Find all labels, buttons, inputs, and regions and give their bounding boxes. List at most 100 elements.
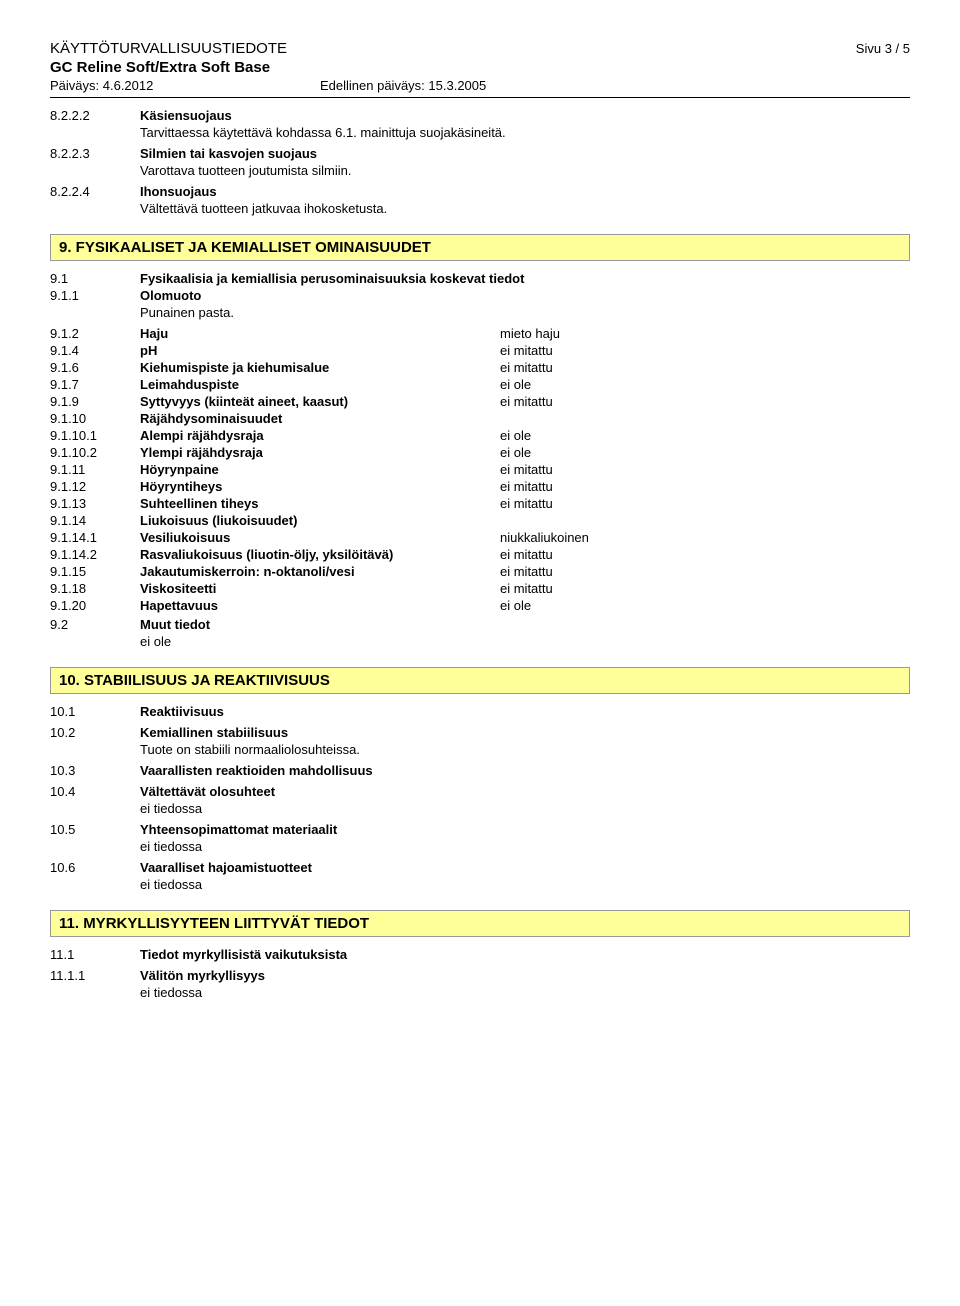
item-label: Vaaralliset hajoamistuotteet: [140, 860, 312, 875]
item-label: Vältettävät olosuhteet: [140, 784, 275, 799]
property-row: 9.1.14.1Vesiliukoisuusniukkaliukoinen: [50, 530, 910, 545]
item-text: ei tiedossa: [140, 877, 910, 892]
item-label: Yhteensopimattomat materiaalit: [140, 822, 337, 837]
property-row: 9.1.7Leimahduspisteei ole: [50, 377, 910, 392]
property-row: 9.1.12Höyryntiheysei mitattu: [50, 479, 910, 494]
item-label: Reaktiivisuus: [140, 704, 224, 719]
section-11-items: 11.1Tiedot myrkyllisistä vaikutuksista 11…: [50, 947, 910, 1000]
item-value: niukkaliukoinen: [500, 530, 910, 545]
item-value: ei ole: [500, 445, 910, 460]
item-value: ei mitattu: [500, 479, 910, 494]
item-value: ei ole: [500, 428, 910, 443]
item-value: ei ole: [500, 598, 910, 613]
item-label: Ihonsuojaus: [140, 184, 217, 199]
item-value: ei mitattu: [500, 547, 910, 562]
item-value: ei mitattu: [500, 581, 910, 596]
item-label: Viskositeetti: [140, 581, 500, 596]
item-label: Muut tiedot: [140, 617, 210, 632]
property-row: 9.1.18Viskositeettiei mitattu: [50, 581, 910, 596]
item-text: ei tiedossa: [140, 985, 910, 1000]
property-row: 9.1.10.1Alempi räjähdysrajaei ole: [50, 428, 910, 443]
list-item: 10.4Vältettävät olosuhteetei tiedossa: [50, 784, 910, 816]
list-item: 8.2.2.2Käsiensuojaus Tarvittaessa käytett…: [50, 108, 910, 140]
item-number: 9.2: [50, 617, 140, 632]
date: Päiväys: 4.6.2012: [50, 78, 320, 93]
item-number: 9.1.7: [50, 377, 140, 392]
item-number: 9.1.13: [50, 496, 140, 511]
item-label: Rasvaliukoisuus (liuotin-öljy, yksilöitä…: [140, 547, 500, 562]
item-number: 10.6: [50, 860, 140, 875]
list-item: 11.1.1Välitön myrkyllisyysei tiedossa: [50, 968, 910, 1000]
item-text: Tuote on stabiili normaaliolosuhteissa.: [140, 742, 910, 757]
item-text: ei tiedossa: [140, 839, 910, 854]
item-label: pH: [140, 343, 500, 358]
item-value: [500, 513, 910, 528]
item-label: Höyryntiheys: [140, 479, 500, 494]
section-10-heading: 10. STABIILISUUS JA REAKTIIVISUUS: [50, 667, 910, 694]
property-row: 9.1.14Liukoisuus (liukoisuudet): [50, 513, 910, 528]
item-label: Haju: [140, 326, 500, 341]
item-number: 9.1.14: [50, 513, 140, 528]
item-number: 9.1.10.2: [50, 445, 140, 460]
item-label: Vesiliukoisuus: [140, 530, 500, 545]
item-label: Syttyvyys (kiinteät aineet, kaasut): [140, 394, 500, 409]
item-label: Räjähdysominaisuudet: [140, 411, 500, 426]
list-item: 8.2.2.4Ihonsuojaus Vältettävä tuotteen ja…: [50, 184, 910, 216]
item-number: 9.1.14.2: [50, 547, 140, 562]
item-text: Varottava tuotteen joutumista silmiin.: [140, 163, 910, 178]
item-number: 9.1.14.1: [50, 530, 140, 545]
item-label: Tiedot myrkyllisistä vaikutuksista: [140, 947, 347, 962]
list-item: 8.2.2.3Silmien tai kasvojen suojausVarot…: [50, 146, 910, 178]
item-number: 8.2.2.2: [50, 108, 140, 123]
item-value: ei mitattu: [500, 496, 910, 511]
s9-properties: 9.1.2Hajumieto haju9.1.4pHei mitattu9.1.…: [50, 326, 910, 613]
item-label: Silmien tai kasvojen suojaus: [140, 146, 317, 161]
item-label: Hapettavuus: [140, 598, 500, 613]
item-value: ei mitattu: [500, 394, 910, 409]
property-row: 9.1.6Kiehumispiste ja kiehumisalueei mit…: [50, 360, 910, 375]
item-number: 9.1.9: [50, 394, 140, 409]
item-number: 9.1: [50, 271, 140, 286]
list-item: 11.1Tiedot myrkyllisistä vaikutuksista: [50, 947, 910, 962]
item-value: ei mitattu: [500, 462, 910, 477]
item-value: ei mitattu: [500, 564, 910, 579]
item-text: Tarvittaessa käytettävä kohdassa 6.1. ma…: [140, 125, 910, 140]
s9-muut-row: 9.2 Muut tiedot: [50, 617, 910, 632]
item-number: 10.3: [50, 763, 140, 778]
item-number: 9.1.12: [50, 479, 140, 494]
property-row: 9.1.2Hajumieto haju: [50, 326, 910, 341]
section-11-heading: 11. MYRKYLLISYYTEEN LIITTYVÄT TIEDOT: [50, 910, 910, 937]
property-row: 9.1.13Suhteellinen tiheysei mitattu: [50, 496, 910, 511]
property-row: 9.1.20Hapettavuusei ole: [50, 598, 910, 613]
item-label: Höyrynpaine: [140, 462, 500, 477]
property-row: 9.1.14.2Rasvaliukoisuus (liuotin-öljy, y…: [50, 547, 910, 562]
item-label: Käsiensuojaus: [140, 108, 232, 123]
item-value: mieto haju: [500, 326, 910, 341]
item-label: Kiehumispiste ja kiehumisalue: [140, 360, 500, 375]
item-label: Fysikaalisia ja kemiallisia perusominais…: [140, 271, 524, 286]
item-number: 10.2: [50, 725, 140, 740]
item-value: ei mitattu: [500, 360, 910, 375]
item-number: 8.2.2.4: [50, 184, 140, 199]
doc-type: KÄYTTÖTURVALLISUUSTIEDOTE: [50, 40, 287, 57]
property-row: 9.1.9Syttyvyys (kiinteät aineet, kaasut)…: [50, 394, 910, 409]
item-label: Vaarallisten reaktioiden mahdollisuus: [140, 763, 373, 778]
item-label: Alempi räjähdysraja: [140, 428, 500, 443]
property-row: 9.1.10Räjähdysominaisuudet: [50, 411, 910, 426]
page-number: Sivu 3 / 5: [856, 41, 910, 56]
prev-date: Edellinen päiväys: 15.3.2005: [320, 78, 486, 93]
item-label: Kemiallinen stabiilisuus: [140, 725, 288, 740]
list-item: 10.3Vaarallisten reaktioiden mahdollisuu…: [50, 763, 910, 778]
s9-intro-row: 9.1 Fysikaalisia ja kemiallisia perusomi…: [50, 271, 910, 286]
item-text: Vältettävä tuotteen jatkuvaa ihokosketus…: [140, 201, 910, 216]
page-header: KÄYTTÖTURVALLISUUSTIEDOTE Sivu 3 / 5 GC …: [50, 40, 910, 98]
item-number: 9.1.2: [50, 326, 140, 341]
item-number: 9.1.11: [50, 462, 140, 477]
item-value: [500, 411, 910, 426]
list-item: 10.2Kemiallinen stabiilisuus Tuote on sta…: [50, 725, 910, 757]
list-item: 10.6Vaaralliset hajoamistuotteet ei tiedo…: [50, 860, 910, 892]
item-number: 9.1.4: [50, 343, 140, 358]
item-number: 9.1.1: [50, 288, 140, 303]
item-number: 10.5: [50, 822, 140, 837]
item-label: Liukoisuus (liukoisuudet): [140, 513, 500, 528]
